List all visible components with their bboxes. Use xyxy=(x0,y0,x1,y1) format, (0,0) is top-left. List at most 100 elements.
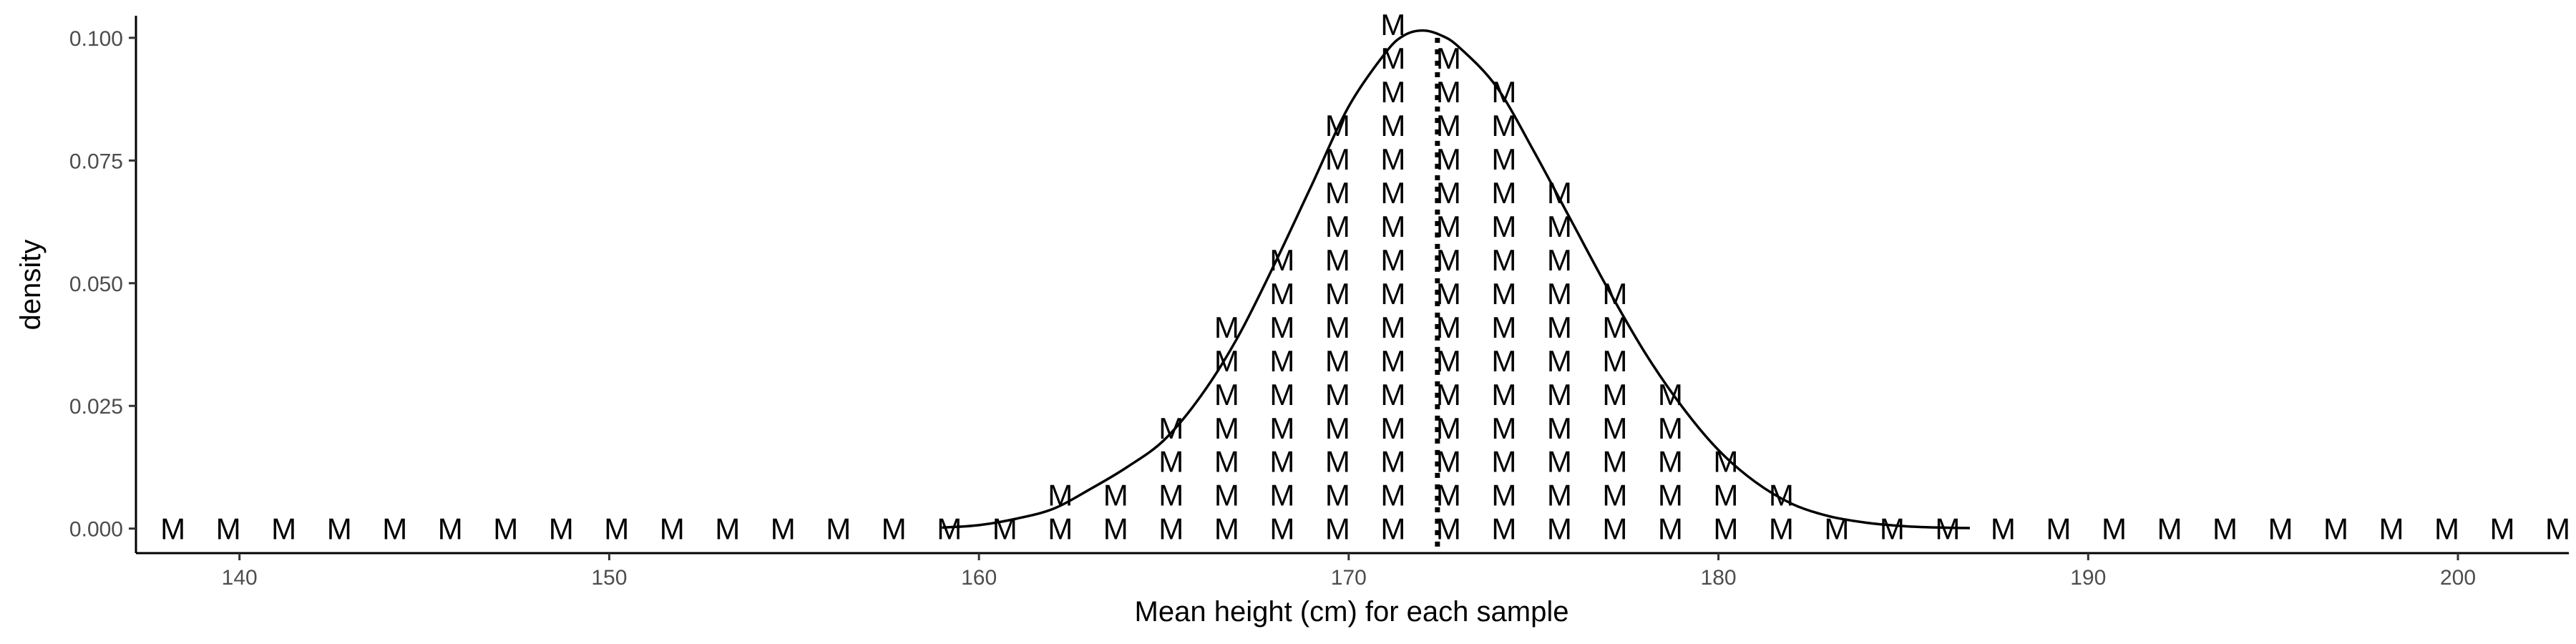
sample-mean-marker: M xyxy=(1325,445,1350,479)
sample-mean-marker: M xyxy=(1325,378,1350,411)
sample-mean-marker: M xyxy=(1491,210,1516,243)
sample-mean-marker: M xyxy=(2102,512,2127,546)
sample-mean-marker: M xyxy=(1602,512,1627,546)
sample-mean-marker: M xyxy=(1269,411,1294,445)
sample-mean-marker: M xyxy=(1436,378,1461,411)
sample-mean-marker: M xyxy=(1602,479,1627,512)
sample-mean-marker: M xyxy=(1602,277,1627,311)
sample-mean-marker: M xyxy=(1491,378,1516,411)
sample-mean-marker: M xyxy=(271,512,296,546)
sample-mean-marker: M xyxy=(992,512,1018,546)
sample-mean-marker: M xyxy=(1269,479,1294,512)
sample-mean-marker: M xyxy=(1380,277,1405,311)
sample-mean-marker: M xyxy=(1048,479,1073,512)
y-tick-label: 0.075 xyxy=(69,150,123,173)
sample-mean-marker: M xyxy=(1380,512,1405,546)
sample-mean-marker: M xyxy=(1602,344,1627,378)
x-tick-label: 150 xyxy=(591,566,627,590)
sample-mean-marker: M xyxy=(1491,512,1516,546)
sample-mean-marker: M xyxy=(1380,344,1405,378)
sample-mean-marker: M xyxy=(1103,479,1128,512)
y-tick-label: 0.000 xyxy=(69,518,123,542)
sample-mean-marker: M xyxy=(2489,512,2514,546)
sample-mean-marker: M xyxy=(1658,411,1683,445)
sample-mean-marker: M xyxy=(1491,479,1516,512)
sample-mean-marker: M xyxy=(1158,445,1184,479)
sample-mean-marker: M xyxy=(1380,176,1405,210)
sample-mean-marker: M xyxy=(1436,512,1461,546)
sample-mean-marker: M xyxy=(1436,311,1461,344)
sample-mean-marker: M xyxy=(1547,479,1572,512)
sample-mean-marker: M xyxy=(1214,479,1239,512)
sample-mean-marker: M xyxy=(1214,445,1239,479)
sample-mean-marker: M xyxy=(1436,42,1461,75)
density-curve xyxy=(942,29,1970,530)
y-tick-label: 0.025 xyxy=(69,395,123,419)
y-tick-label: 0.100 xyxy=(69,27,123,51)
sample-mean-marker: M xyxy=(1436,344,1461,378)
sample-mean-marker: M xyxy=(1158,411,1184,445)
sample-mean-marker: M xyxy=(1491,75,1516,109)
sample-mean-marker: M xyxy=(1491,142,1516,176)
sample-mean-marker: M xyxy=(1491,277,1516,311)
sample-mean-marker: M xyxy=(1436,142,1461,176)
sample-mean-marker: M xyxy=(1380,243,1405,277)
sample-mean-marker: M xyxy=(216,512,241,546)
sample-mean-marker: M xyxy=(1547,277,1572,311)
sample-mean-marker: M xyxy=(1325,176,1350,210)
sample-mean-marker: M xyxy=(1713,479,1738,512)
sample-mean-marker: M xyxy=(1547,311,1572,344)
sample-mean-marker: M xyxy=(1380,210,1405,243)
sample-mean-marker: M xyxy=(604,512,629,546)
sample-mean-marker: M xyxy=(1325,479,1350,512)
sample-mean-marker: M xyxy=(1658,378,1683,411)
sample-mean-marker: M xyxy=(1547,378,1572,411)
y-axis-title: density xyxy=(15,240,47,331)
sample-mean-marker: M xyxy=(1325,243,1350,277)
sample-mean-marker: M xyxy=(882,512,907,546)
sample-mean-marker: M xyxy=(1380,411,1405,445)
sample-mean-marker: M xyxy=(1769,512,1794,546)
x-ticks: 140 150 160 170 180 190 200 xyxy=(222,553,2476,590)
plot-marks: M M M M M M M M M M M M M M M M MMMMMMMMMMMMMMMMMMMMMMMM… xyxy=(160,8,2570,546)
sample-mean-marker: M xyxy=(1658,512,1683,546)
sample-mean-marker: M xyxy=(1380,311,1405,344)
sample-mean-marker: M xyxy=(1380,42,1405,75)
sample-mean-marker: M xyxy=(826,512,851,546)
sample-mean-marker: M xyxy=(2212,512,2238,546)
sample-mean-marker: M xyxy=(1048,512,1073,546)
sample-mean-marker: M xyxy=(382,512,407,546)
sample-mean-marker: M xyxy=(1491,445,1516,479)
sample-mean-marker: M xyxy=(1713,512,1738,546)
sample-mean-marker: M xyxy=(1380,479,1405,512)
sample-mean-marker: M xyxy=(1769,479,1794,512)
sample-mean-marker: M xyxy=(1103,512,1128,546)
sample-mean-marker: M xyxy=(2268,512,2293,546)
sample-mean-marker: M xyxy=(1602,445,1627,479)
sample-mean-marker: M xyxy=(1269,311,1294,344)
y-tick-label: 0.050 xyxy=(69,273,123,296)
sample-mean-marker: M xyxy=(937,512,962,546)
x-tick-label: 140 xyxy=(222,566,258,590)
sample-mean-marker: M xyxy=(2379,512,2404,546)
sample-mean-marker: M xyxy=(1658,479,1683,512)
sample-mean-marker: M xyxy=(1158,512,1184,546)
sample-mean-marker: M xyxy=(1547,344,1572,378)
x-tick-label: 190 xyxy=(2070,566,2106,590)
sample-mean-marker: M xyxy=(1991,512,2016,546)
x-tick-label: 170 xyxy=(1331,566,1367,590)
sample-mean-marker: M xyxy=(1214,411,1239,445)
sample-mean-marker: M xyxy=(160,512,185,546)
sample-mean-marker: M xyxy=(1325,512,1350,546)
sample-mean-marker: M xyxy=(1325,311,1350,344)
sample-mean-marker: M xyxy=(771,512,796,546)
sample-mean-marker: M xyxy=(1380,75,1405,109)
sample-mean-marker: M xyxy=(1436,479,1461,512)
x-tick-label: 160 xyxy=(961,566,997,590)
sample-mean-marker: M xyxy=(1269,378,1294,411)
sample-mean-marker: M xyxy=(1602,411,1627,445)
sample-mean-marker: M xyxy=(327,512,352,546)
sample-mean-marker: M xyxy=(1491,411,1516,445)
sample-mean-marker: M xyxy=(1491,311,1516,344)
